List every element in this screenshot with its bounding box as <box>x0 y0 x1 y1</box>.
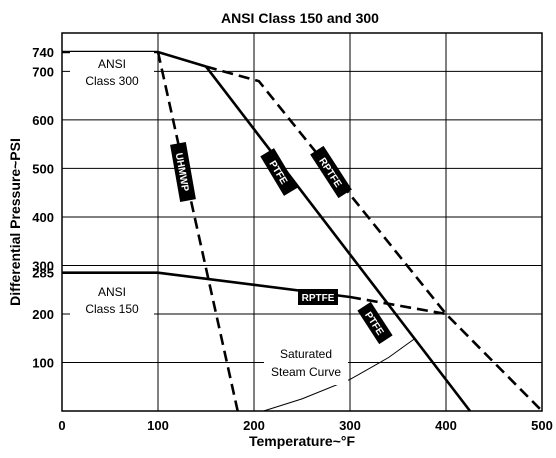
x-tick-label: 0 <box>58 418 65 433</box>
x-tick-label: 400 <box>435 418 457 433</box>
ptfe-tag: PTFE <box>260 148 298 196</box>
ptfe-tag-bg <box>260 148 298 196</box>
grid <box>62 33 542 411</box>
series-line-uhmwp-2 <box>156 51 239 412</box>
rptfe-tag-upper-bg <box>310 145 352 199</box>
uhmwp-tag-bg <box>170 142 196 202</box>
y-tick-label: 400 <box>32 210 54 225</box>
rptfe-tag-lower-bg <box>298 289 338 305</box>
ansi-150-label-line1: ANSI <box>98 285 126 299</box>
ansi-300-label-group: ANSI Class 300 <box>70 52 154 96</box>
steam-label-group: Saturated Steam Curve <box>264 343 348 385</box>
x-tick-label: 200 <box>243 418 265 433</box>
ptfe-tag-lower: PTFE <box>357 301 393 345</box>
series-line-ansi150-1 <box>62 271 351 299</box>
x-tick-label: 500 <box>531 418 553 433</box>
steam-label-bg <box>264 343 348 385</box>
series-line-saturated-steam-curve-6 <box>263 337 416 412</box>
x-tick-labels: 0 100 200 300 400 500 <box>58 418 552 433</box>
y-tick-label: 100 <box>32 355 54 370</box>
y-tick-label: 740 <box>32 45 54 60</box>
y-tick-label: 500 <box>32 161 54 176</box>
y-tick-label: 600 <box>32 113 54 128</box>
y-axis-label: Differential Pressure~PSI <box>7 138 23 306</box>
x-axis-label: Temperature~°F <box>249 433 356 449</box>
ansi-150-label-bg <box>70 281 154 323</box>
ansi-150-label-group: ANSI Class 150 <box>70 281 154 323</box>
y-tick-label: 700 <box>32 64 54 79</box>
ansi-300-label-bg <box>70 52 154 96</box>
y-tick-label: 285 <box>32 266 54 281</box>
series-layer <box>62 50 543 412</box>
series-line-ptfe-3 <box>204 65 472 412</box>
y-tick-label: 300 <box>32 258 54 273</box>
ansi-300-label-line1: ANSI <box>98 57 126 71</box>
series-line-rptfe-4 <box>205 65 543 412</box>
steam-label-line2: Steam Curve <box>271 365 341 379</box>
ansi-150-label-line2: Class 150 <box>85 302 139 316</box>
uhmwp-tag: UHMWP <box>170 142 196 202</box>
ptfe-tag-lower-bg <box>357 301 393 345</box>
steam-label-line1: Saturated <box>280 347 332 361</box>
rptfe-tag-upper: RPTFE <box>310 145 352 199</box>
y-tick-label: 200 <box>32 307 54 322</box>
ansi-300-label-line2: Class 300 <box>85 74 139 88</box>
plot-frame <box>61 32 543 412</box>
x-tick-label: 100 <box>147 418 169 433</box>
rptfe-tag-lower-text: RPTFE <box>302 293 335 304</box>
rptfe-tag-lower: RPTFE <box>298 289 338 305</box>
x-tick-label: 300 <box>339 418 361 433</box>
chart-title: ANSI Class 150 and 300 <box>221 10 379 26</box>
